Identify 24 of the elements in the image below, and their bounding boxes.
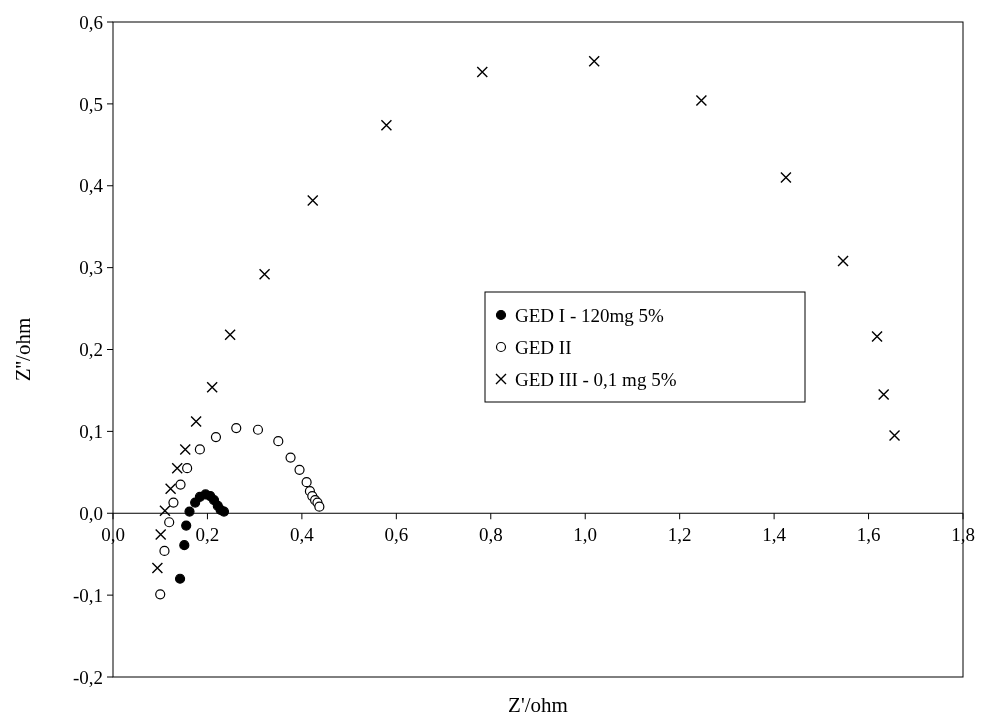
x-tick-label: 0,0 bbox=[101, 524, 125, 546]
y-tick-label: -0,1 bbox=[72, 584, 103, 606]
x-tick-label: 1,4 bbox=[762, 524, 787, 546]
y-tick-label: -0,2 bbox=[72, 666, 103, 688]
y-tick-label: 0,1 bbox=[79, 421, 103, 443]
x-tick-label: 0,2 bbox=[195, 524, 220, 546]
x-tick-label: 0,6 bbox=[384, 524, 409, 546]
x-tick-label: 1,8 bbox=[951, 524, 975, 546]
x-tick-label: 1,6 bbox=[856, 524, 881, 546]
y-tick-label: 0,5 bbox=[79, 93, 103, 115]
legend-label: GED II bbox=[515, 336, 572, 358]
y-tick-label: 0,3 bbox=[79, 257, 103, 279]
legend-label: GED I - 120mg 5% bbox=[515, 304, 664, 326]
x-tick-label: 1,0 bbox=[573, 524, 598, 546]
y-tick-label: 0,2 bbox=[79, 339, 103, 361]
y-tick-label: 0,4 bbox=[79, 175, 104, 197]
x-tick-label: 1,2 bbox=[667, 524, 692, 546]
y-tick-label: 0,6 bbox=[79, 11, 103, 33]
y-axis-title: Z''/ohm bbox=[11, 317, 35, 382]
legend-label: GED III - 0,1 mg 5% bbox=[515, 368, 677, 390]
y-tick-label: 0,0 bbox=[79, 502, 103, 524]
x-tick-label: 0,4 bbox=[290, 524, 315, 546]
x-tick-label: 0,8 bbox=[478, 524, 503, 546]
x-axis-title: Z'/ohm bbox=[508, 693, 568, 717]
